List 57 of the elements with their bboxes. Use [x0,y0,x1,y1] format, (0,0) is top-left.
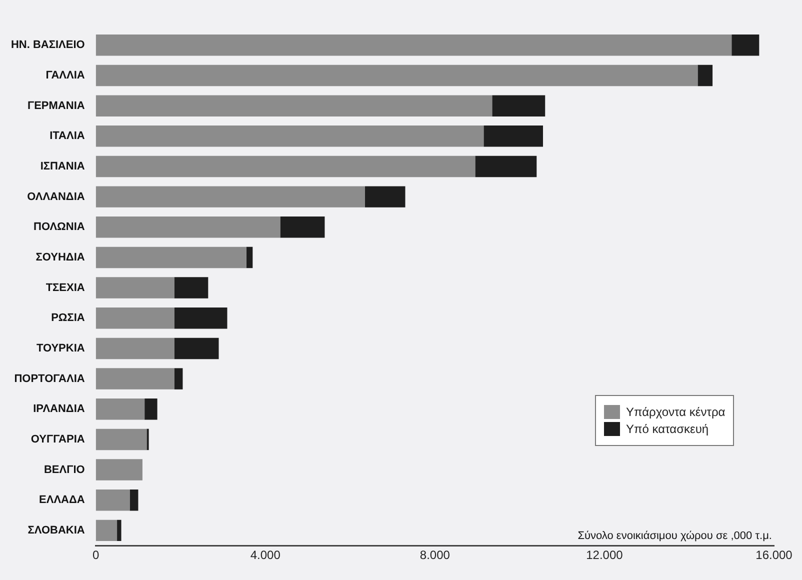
x-tick-label: 0 [92,548,100,562]
y-tick-label: ΙΤΑΛΙΑ [50,130,85,142]
y-tick-label: ΣΛΟΒΑΚΙΑ [28,524,85,536]
bar [96,216,280,238]
bar [174,308,228,329]
bar [475,156,537,178]
y-tick-label: ΓΕΡΜΑΝΙΑ [27,100,85,112]
legend-label: Υπό κατασκευή [626,422,709,436]
bar [96,246,246,268]
x-tick-label: 16.000 [756,548,793,562]
y-tick-label: ΗΝ. ΒΑΣΙΛΕΙΟ [10,39,86,52]
y-tick-label: ΣΟΥΗΔΙΑ [36,252,85,264]
x-tick-label: 8.000 [420,548,450,562]
bar [96,186,365,208]
bar [96,126,484,147]
y-tick-label: ΤΣΕΧΙΑ [46,282,85,294]
bar [732,34,760,56]
bar [96,459,142,480]
bar [492,95,546,116]
y-tick-label: ΟΛΛΑΝΔΙΑ [27,190,85,203]
bar [246,246,253,268]
bar [96,489,130,511]
y-tick-label: ΡΩΣΙΑ [51,312,85,324]
y-tick-label: ΠΟΛΩΝΙΑ [34,221,85,234]
bar [280,216,325,238]
x-tick-label: 4.000 [250,548,281,562]
bar [96,156,476,178]
y-tick-label: ΙΡΛΑΝΔΙΑ [33,403,85,416]
x-tick-label: 12.000 [586,548,624,562]
bar [96,308,174,329]
bar [96,398,145,420]
bar [117,520,122,542]
bar [130,489,138,511]
bar [174,368,183,390]
y-tick-label: ΓΑΛΛΙΑ [46,70,85,82]
y-tick-label: ΙΣΠΑΝΙΑ [40,160,85,173]
bar [144,398,158,420]
bar [96,520,118,542]
bar [174,338,219,360]
x-axis-title: Σύνολο ενοικιάσιμου χώρου σε ,000 τ.μ. [578,530,772,542]
legend-label: Υπάρχοντα κέντρα [626,404,726,419]
bar [96,64,698,86]
bar [698,64,713,86]
bar [96,277,174,298]
bar [96,368,174,390]
bar [96,34,732,56]
y-tick-label: ΠΟΡΤΟΓΑΛΙΑ [14,372,85,385]
bar [364,186,406,208]
bar [96,428,147,450]
y-tick-label: ΤΟΥΡΚΙΑ [36,342,85,354]
bar [96,338,174,360]
bar [96,95,492,116]
y-tick-label: ΒΕΛΓΙΟ [44,464,86,476]
bar [484,126,543,147]
y-tick-label: ΟΥΓΓΑΡΙΑ [30,433,85,446]
bar [174,277,208,298]
y-tick-label: ΕΛΛΑΔΑ [39,494,85,506]
